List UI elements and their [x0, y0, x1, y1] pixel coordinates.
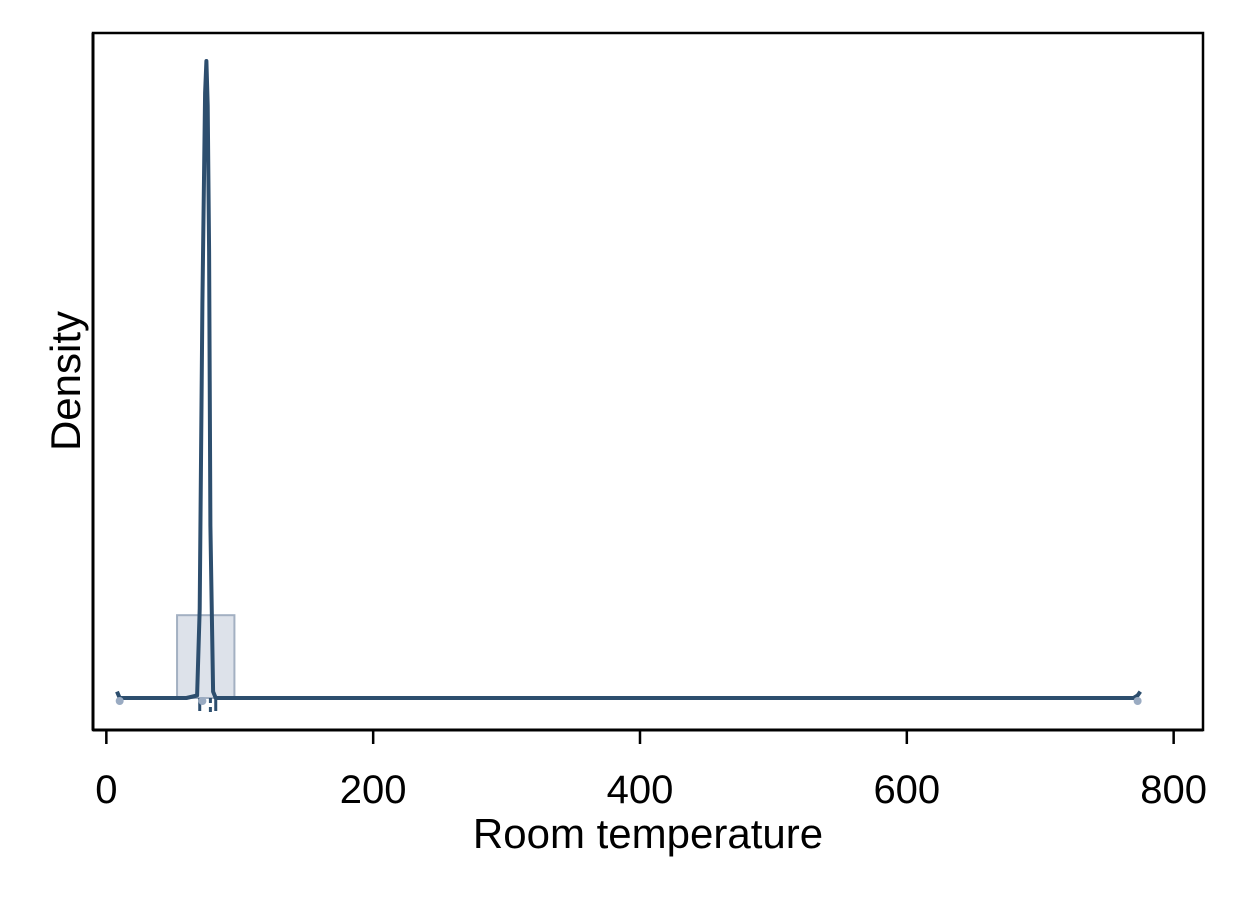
box-plot — [176, 614, 236, 699]
y-axis-title: Density — [42, 311, 89, 451]
plot-frame — [91, 31, 1205, 732]
x-ticks: 0 200 400 600 800 — [95, 730, 1207, 812]
density-curve — [115, 59, 1142, 700]
x-tick-label-400: 400 — [607, 768, 674, 812]
x-axis-title: Room temperature — [473, 810, 823, 857]
data-point — [1133, 697, 1142, 705]
x-tick-label-800: 800 — [1140, 768, 1207, 812]
iqr-box — [176, 614, 236, 699]
x-tick-label-200: 200 — [340, 768, 407, 812]
density-curve-group — [115, 59, 1142, 700]
data-point — [198, 697, 207, 705]
data-point — [115, 697, 124, 705]
marks-group — [115, 697, 1142, 714]
x-tick-label-600: 600 — [873, 768, 940, 812]
x-tick-label-0: 0 — [95, 768, 117, 812]
